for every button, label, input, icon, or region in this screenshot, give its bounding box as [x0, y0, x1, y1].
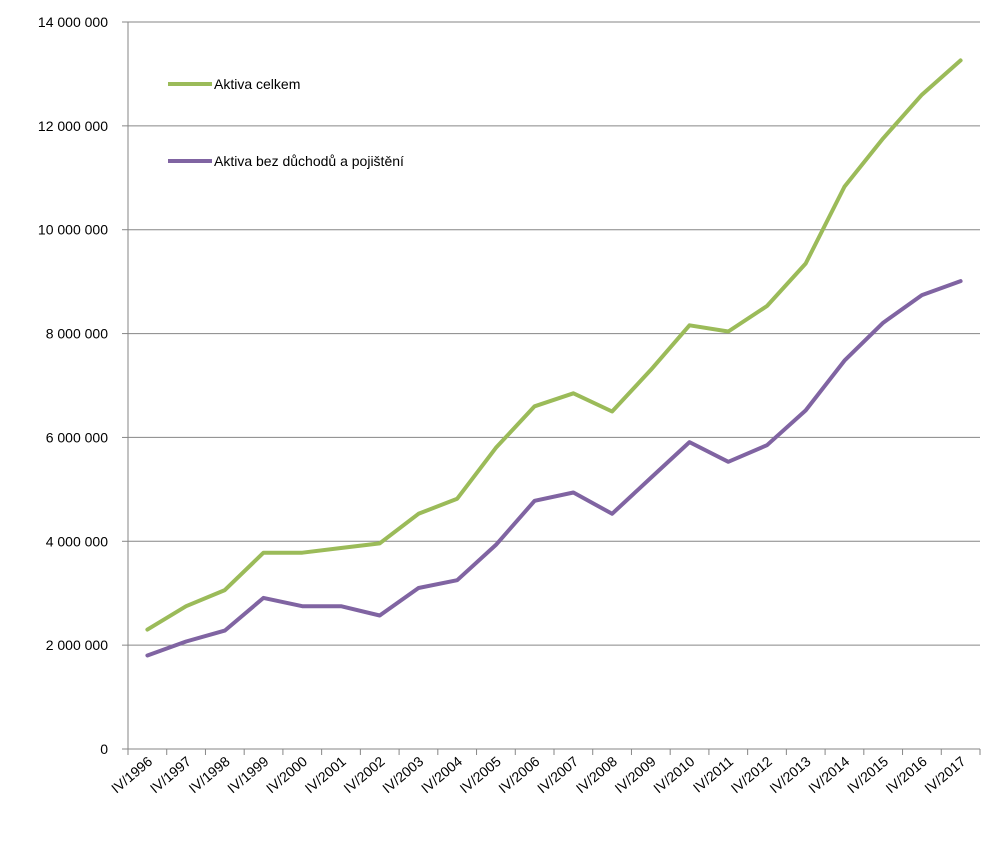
gridlines — [128, 21, 980, 646]
x-tick-label: IV/2009 — [611, 753, 658, 796]
y-tick-label: 10 000 000 — [38, 222, 108, 238]
x-tick-label: IV/2013 — [766, 753, 813, 796]
y-tick-label: 0 — [100, 741, 108, 757]
x-tick-label: IV/1997 — [147, 753, 194, 796]
series-line-1 — [145, 58, 963, 632]
x-tick-label: IV/1999 — [224, 753, 271, 796]
x-tick-label: IV/2011 — [690, 753, 737, 796]
y-tick-label: 14 000 000 — [38, 14, 108, 30]
x-tick-label: IV/1998 — [185, 753, 232, 796]
x-tick-label: IV/2007 — [534, 753, 581, 796]
x-tick-label: IV/2000 — [263, 753, 310, 796]
x-tick-label: IV/2005 — [457, 753, 504, 796]
x-tick-label: IV/2003 — [379, 753, 426, 796]
axes: 0 2 000 000 4 000 000 6 000 000 8 000 000 10 … — [38, 14, 981, 796]
x-tick-label: IV/1996 — [108, 753, 155, 796]
x-tick-label: IV/2012 — [728, 753, 775, 796]
legend: Aktiva celkem Aktiva bez důchodů a pojišt… — [168, 76, 404, 169]
x-tick-label: IV/2010 — [650, 753, 697, 796]
x-tick-label: IV/2006 — [495, 753, 542, 796]
y-tick-label: 4 000 000 — [46, 533, 108, 549]
x-tick-label: IV/2001 — [302, 753, 349, 796]
y-tick-label: 12 000 000 — [38, 118, 108, 134]
x-tick-label: IV/2015 — [844, 753, 891, 796]
series-lines — [145, 58, 963, 658]
x-tick-label: IV/2008 — [573, 753, 620, 796]
legend-label-2: Aktiva bez důchodů a pojištění — [214, 153, 404, 169]
x-tick-label: IV/2014 — [805, 753, 852, 796]
x-tick-label: IV/2016 — [883, 753, 930, 796]
legend-label-1: Aktiva celkem — [214, 76, 300, 92]
y-tick-label: 8 000 000 — [46, 326, 108, 342]
x-tick-label: IV/2017 — [921, 753, 968, 796]
x-tick-label: IV/2004 — [418, 753, 465, 796]
y-tick-label: 2 000 000 — [46, 637, 108, 653]
y-tick-label: 6 000 000 — [46, 429, 108, 445]
series-line-2 — [145, 279, 963, 658]
x-tick-label: IV/2002 — [340, 753, 387, 796]
